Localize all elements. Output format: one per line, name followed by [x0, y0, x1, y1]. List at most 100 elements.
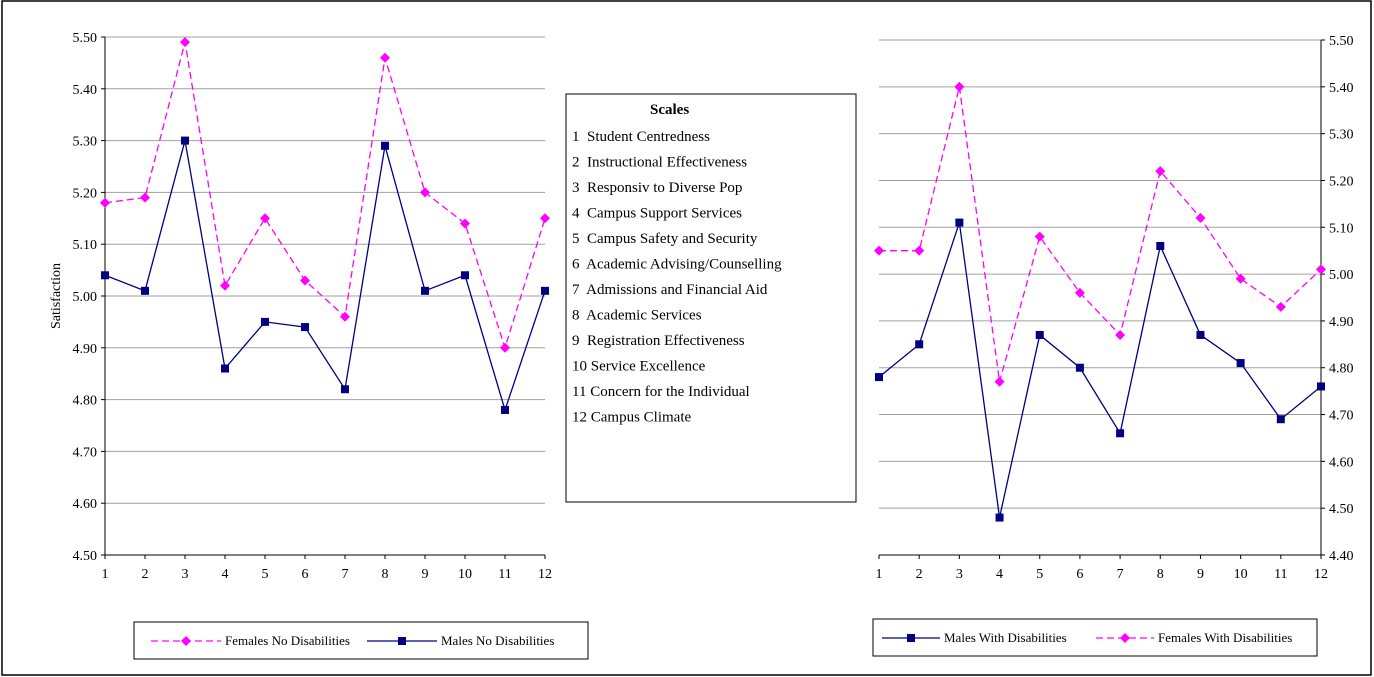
data-point-females-no-disabilities [500, 342, 510, 353]
chart-left: 4.50 4.60 4.70 4.80 4.90 5.00 5.10 5.20 5.30 5.40… [49, 31, 589, 660]
right-x-tick-label: 11 [1274, 567, 1287, 582]
scale-item: 4 Campus Support Services [572, 206, 742, 222]
data-point-males-with-disabilities [1236, 359, 1245, 368]
data-point-females-no-disabilities [420, 187, 430, 198]
legend-label-females-no-disabilities: Females No Disabilities [225, 633, 350, 648]
series-line-males-with-disabilities [878, 222, 1322, 518]
right-y-tick-label: 4.80 [1329, 362, 1354, 377]
right-y-tick-label: 4.90 [1329, 315, 1354, 330]
left-x-tick-label: 11 [498, 567, 511, 582]
right-y-tick-label: 5.50 [1329, 34, 1354, 49]
data-point-males-no-disabilities [501, 405, 509, 414]
scale-item: 2 Instructional Effectiveness [572, 155, 747, 171]
right-gridlines [879, 39, 1321, 509]
left-x-tick-label: 5 [262, 567, 269, 582]
left-x-tick-label: 1 [102, 567, 109, 582]
data-point-males-with-disabilities [995, 513, 1004, 522]
left-x-tick-label: 3 [182, 567, 189, 582]
left-y-tick-label: 5.30 [73, 135, 98, 150]
scales-list: 1 Student Centredness 2 Instructional Eff… [572, 129, 782, 426]
data-point-males-no-disabilities [541, 286, 549, 295]
data-point-males-no-disabilities [301, 323, 309, 332]
data-point-males-no-disabilities [421, 286, 429, 295]
left-series [100, 37, 550, 414]
right-y-tick-label: 4.70 [1329, 409, 1354, 424]
left-y-tick-label: 4.70 [73, 445, 98, 460]
left-y-tick-label: 4.80 [73, 394, 98, 409]
data-point-females-no-disabilities [260, 213, 270, 224]
data-point-females-with-disabilities [1034, 231, 1045, 242]
data-point-females-with-disabilities [874, 245, 884, 256]
right-x-tick-label: 10 [1234, 567, 1248, 582]
legend-label-females-with-disabilities: Females With Disabilities [1158, 630, 1292, 645]
chart-right: 4.40 4.50 4.60 4.70 4.80 4.90 5.00 5.10 5.20 5.30… [872, 34, 1354, 657]
scale-item: 3 Responsiv to Diverse Pop [572, 180, 742, 196]
data-point-males-with-disabilities [1035, 330, 1044, 339]
right-x-tick-label: 12 [1314, 567, 1328, 582]
data-point-females-no-disabilities [380, 52, 390, 63]
right-x-tick-label: 1 [876, 567, 883, 582]
data-point-females-with-disabilities [1275, 301, 1286, 312]
left-x-tick-label: 12 [538, 567, 552, 582]
series-line-males-no-disabilities [104, 140, 546, 413]
left-x-tick-label: 4 [222, 567, 229, 582]
data-point-females-with-disabilities [1155, 166, 1166, 177]
right-x-tick-label: 9 [1197, 567, 1204, 582]
data-point-males-no-disabilities [461, 271, 469, 280]
data-point-females-no-disabilities [140, 192, 150, 203]
data-point-females-with-disabilities [1115, 329, 1126, 340]
left-y-tick-label: 4.50 [73, 549, 98, 564]
right-y-tick-label: 4.40 [1329, 549, 1354, 564]
legend-marker-males-with-disabilities [907, 634, 915, 642]
scale-item: 8 Academic Services [572, 308, 702, 324]
scales-title: Scales [650, 102, 689, 118]
data-point-males-no-disabilities [341, 385, 349, 394]
scale-item: 12 Campus Climate [572, 410, 692, 426]
data-point-females-with-disabilities [1316, 264, 1326, 275]
scale-item: 7 Admissions and Financial Aid [572, 282, 768, 298]
data-point-females-no-disabilities [540, 213, 550, 224]
series-line-females-with-disabilities [879, 86, 1322, 382]
legend-marker-females-no-disabilities [181, 636, 191, 646]
data-point-males-with-disabilities [915, 340, 924, 349]
left-y-axis-label: Satisfaction [49, 263, 64, 329]
left-x-ticks: 1 2 3 4 5 6 7 8 9 10 11 12 [102, 555, 552, 582]
data-point-females-with-disabilities [994, 376, 1005, 387]
data-point-males-with-disabilities [1156, 242, 1165, 250]
data-point-males-no-disabilities [381, 141, 389, 150]
left-y-tick-label: 5.20 [73, 186, 98, 201]
legend-label-males-no-disabilities: Males No Disabilities [441, 633, 554, 648]
scale-item: 1 Student Centredness [572, 129, 710, 145]
scale-item: 10 Service Excellence [572, 359, 706, 375]
legend-label-males-with-disabilities: Males With Disabilities [944, 630, 1067, 645]
right-x-tick-label: 8 [1157, 567, 1164, 582]
data-point-males-no-disabilities [101, 271, 109, 280]
data-point-males-no-disabilities [141, 286, 149, 295]
data-point-males-no-disabilities [261, 317, 269, 326]
scales-box-border [565, 93, 857, 503]
data-point-females-with-disabilities [914, 245, 925, 256]
scale-item: 6 Academic Advising/Counselling [572, 257, 782, 273]
data-point-females-with-disabilities [1195, 212, 1206, 223]
left-x-tick-label: 10 [458, 567, 472, 582]
right-y-tick-label: 5.20 [1329, 174, 1354, 189]
legend-marker-females-with-disabilities [1120, 633, 1130, 643]
data-point-females-no-disabilities [100, 197, 110, 208]
scale-item: 11 Concern for the Individual [572, 384, 750, 400]
right-x-tick-label: 6 [1076, 567, 1083, 582]
scale-item: 9 Registration Effectiveness [572, 333, 745, 349]
right-x-tick-label: 7 [1117, 567, 1124, 582]
left-y-ticks: 4.50 4.60 4.70 4.80 4.90 5.00 5.10 5.20 5.30 5.40… [73, 31, 105, 564]
right-y-tick-label: 5.40 [1329, 81, 1354, 96]
data-point-females-no-disabilities [220, 280, 230, 291]
right-y-tick-label: 5.30 [1329, 128, 1354, 143]
data-point-females-no-disabilities [340, 311, 350, 322]
data-point-males-with-disabilities [955, 218, 964, 227]
data-point-males-no-disabilities [181, 136, 189, 145]
data-point-females-with-disabilities [954, 81, 965, 92]
data-point-females-no-disabilities [460, 218, 470, 229]
left-x-tick-label: 7 [342, 567, 349, 582]
right-x-tick-label: 4 [996, 567, 1003, 582]
data-point-males-no-disabilities [221, 364, 229, 373]
